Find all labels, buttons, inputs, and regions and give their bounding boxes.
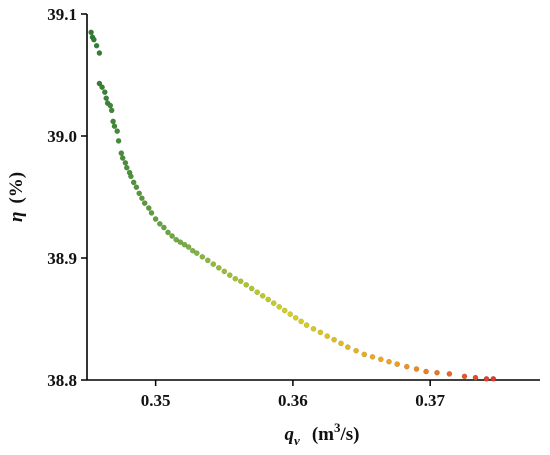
data-point xyxy=(483,375,490,382)
data-point xyxy=(107,102,114,109)
data-point xyxy=(103,95,109,101)
data-point xyxy=(124,164,130,171)
data-point xyxy=(394,361,401,367)
data-point xyxy=(96,50,103,56)
x-axis-symbol: q xyxy=(285,424,295,445)
data-point xyxy=(119,155,126,161)
data-point xyxy=(413,366,420,372)
data-point xyxy=(276,303,283,310)
x-tick-label: 0.35 xyxy=(141,391,171,410)
scatter-points xyxy=(88,29,497,382)
data-point xyxy=(386,358,392,365)
data-point xyxy=(102,89,108,95)
data-point xyxy=(177,239,184,245)
data-point xyxy=(403,363,410,370)
data-point xyxy=(148,210,155,216)
data-point xyxy=(118,150,125,156)
data-point xyxy=(193,250,200,256)
data-point xyxy=(377,356,384,363)
data-point xyxy=(110,118,116,125)
data-point xyxy=(369,353,376,360)
y-tick-label: 38.9 xyxy=(47,249,77,268)
data-point xyxy=(173,236,179,243)
data-point xyxy=(298,318,304,325)
x-axis-unit-sup: 3 xyxy=(334,420,341,435)
data-point xyxy=(133,184,140,190)
data-point xyxy=(88,29,94,36)
data-point xyxy=(161,224,167,231)
data-point xyxy=(265,296,272,303)
data-point xyxy=(139,195,145,201)
data-point xyxy=(122,159,129,166)
y-axis-symbol: η xyxy=(6,212,27,222)
data-point xyxy=(128,173,134,180)
data-point xyxy=(317,329,324,336)
data-point xyxy=(353,347,359,354)
x-axis-title: qv (m3/s) xyxy=(285,420,360,448)
data-point xyxy=(165,229,171,236)
data-point xyxy=(99,84,105,90)
data-point xyxy=(130,179,137,186)
x-tick-label: 0.37 xyxy=(415,391,445,410)
y-axis-title: η (%) xyxy=(6,172,27,222)
data-point xyxy=(145,205,152,211)
data-point xyxy=(270,300,277,306)
data-point xyxy=(446,371,453,377)
y-axis-unit: (%) xyxy=(6,172,27,204)
x-axis-unit-suffix: /s) xyxy=(339,424,359,445)
x-axis-subscript: v xyxy=(294,433,300,448)
data-point xyxy=(461,373,468,380)
data-point xyxy=(434,369,440,376)
data-point xyxy=(189,247,196,254)
data-point xyxy=(210,261,217,267)
data-point xyxy=(96,80,103,87)
data-point xyxy=(156,220,163,227)
data-point xyxy=(281,307,288,314)
data-point xyxy=(114,128,120,134)
y-tick-label: 39.0 xyxy=(47,127,77,146)
data-point xyxy=(338,340,344,347)
data-point xyxy=(423,368,429,375)
data-point xyxy=(215,264,222,271)
data-point xyxy=(152,216,159,222)
data-point xyxy=(169,233,175,239)
data-point xyxy=(111,123,118,129)
data-point xyxy=(93,42,100,49)
data-point xyxy=(204,257,211,264)
data-point xyxy=(141,200,148,206)
data-point xyxy=(91,36,97,43)
data-point xyxy=(331,336,337,343)
y-tick-label: 38.8 xyxy=(47,371,77,390)
data-point xyxy=(108,107,115,114)
data-point xyxy=(344,344,351,350)
y-axis-ticks: 38.8 38.9 39.0 39.1 xyxy=(47,5,87,390)
x-axis-unit-prefix: (m xyxy=(312,424,334,445)
data-point xyxy=(243,281,249,288)
data-point xyxy=(361,351,368,358)
data-point xyxy=(259,292,266,299)
data-point xyxy=(310,325,317,332)
y-tick-label: 39.1 xyxy=(47,5,77,24)
data-point xyxy=(324,333,331,339)
data-point xyxy=(472,374,479,381)
data-point xyxy=(237,278,244,285)
data-point xyxy=(248,285,255,292)
x-axis-ticks: 0.35 0.36 0.37 xyxy=(141,380,446,410)
data-point xyxy=(232,275,239,282)
data-point xyxy=(221,268,228,275)
data-point xyxy=(490,375,497,382)
data-point xyxy=(226,272,233,278)
data-point xyxy=(136,190,142,197)
data-point xyxy=(287,311,294,317)
plot-frame xyxy=(86,14,540,381)
data-point xyxy=(199,253,206,260)
data-point xyxy=(185,244,192,250)
data-point xyxy=(181,241,188,248)
x-tick-label: 0.36 xyxy=(278,391,308,410)
data-point xyxy=(115,138,122,144)
data-point xyxy=(292,314,299,321)
data-point xyxy=(303,322,310,328)
data-point xyxy=(254,289,261,296)
